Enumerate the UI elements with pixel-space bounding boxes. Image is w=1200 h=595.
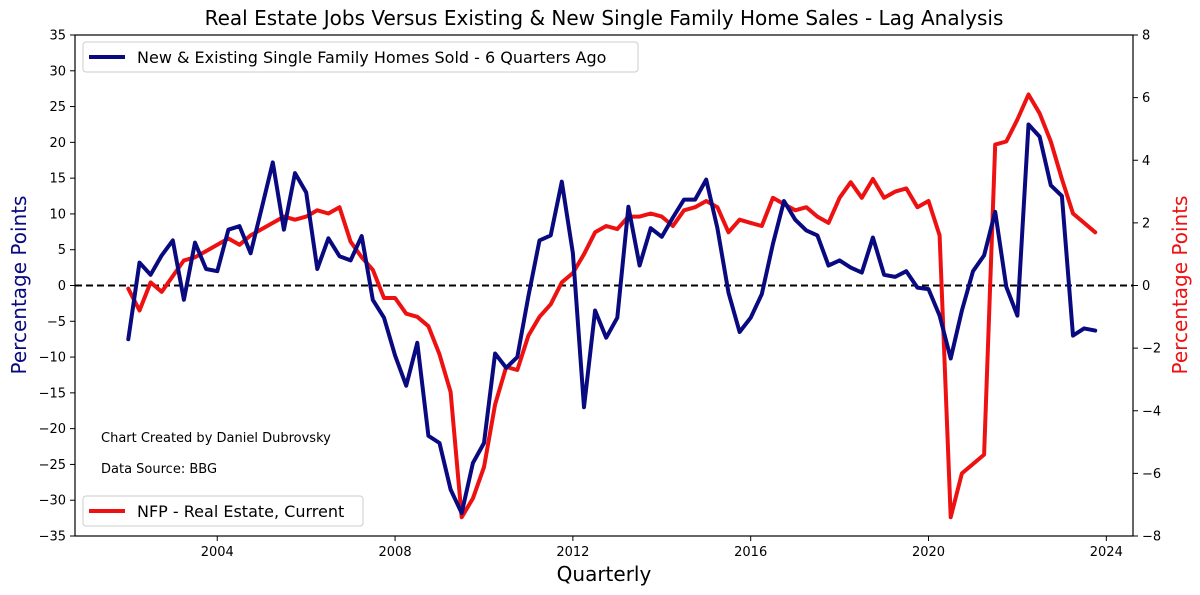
y-left-tick-label: −10 [39, 351, 66, 366]
y-left-tick-label: 20 [49, 136, 66, 151]
y-left-tick-label: 35 [49, 29, 66, 44]
series-line-nfp-real-estate [126, 92, 1098, 520]
annotation-credit: Chart Created by Daniel Dubrovsky [101, 431, 331, 446]
y-right-tick-label: −2 [1142, 342, 1161, 357]
y-left-tick-label: −30 [39, 494, 66, 509]
y-left-tick-label: 15 [49, 172, 66, 187]
x-tick-label: 2008 [379, 545, 412, 560]
y-right-tick-label: 4 [1142, 154, 1150, 169]
legend-top: New & Existing Single Family Homes Sold … [82, 41, 639, 73]
legend-top-label: New & Existing Single Family Homes Sold … [137, 48, 606, 67]
legend-bottom-label: NFP - Real Estate, Current [137, 502, 344, 521]
y-left-tick-label: −25 [39, 458, 66, 473]
y-axis-left: −35 −30 −25 −20 −15 −10 −5 0 5 10 15 20 25 30 35 [39, 29, 75, 545]
legend-top-box [82, 41, 639, 73]
y-left-tick-label: 25 [49, 100, 66, 115]
y-left-tick-label: −20 [39, 422, 66, 437]
series-layer [126, 92, 1098, 520]
y-left-tick-label: −35 [39, 530, 66, 545]
chart-title: Real Estate Jobs Versus Existing & New S… [205, 6, 1004, 30]
y-axis-right-title: Percentage Points [1168, 196, 1192, 375]
series-line-home-sales [126, 122, 1098, 516]
legend-bottom: NFP - Real Estate, Current [82, 495, 364, 527]
y-left-tick-label: 10 [49, 207, 66, 222]
x-axis-title: Quarterly [557, 562, 652, 586]
y-axis-left-title: Percentage Points [7, 196, 31, 375]
x-tick-label: 2004 [201, 545, 234, 560]
y-right-tick-label: −6 [1142, 467, 1161, 482]
annotation-source: Data Source: BBG [101, 462, 217, 477]
y-left-tick-label: −5 [47, 315, 66, 330]
y-left-tick-label: 0 [58, 279, 66, 294]
y-left-tick-label: −15 [39, 386, 66, 401]
y-axis-right: −8 −6 −4 −2 0 2 4 6 8 [1133, 29, 1161, 545]
x-tick-label: 2020 [912, 545, 945, 560]
y-right-tick-label: 0 [1142, 279, 1150, 294]
y-right-tick-label: 6 [1142, 91, 1150, 106]
y-left-tick-label: 5 [58, 243, 66, 258]
y-right-tick-label: 2 [1142, 216, 1150, 231]
y-right-tick-label: −4 [1142, 404, 1161, 419]
x-tick-label: 2024 [1090, 545, 1123, 560]
y-right-tick-label: −8 [1142, 530, 1161, 545]
x-tick-label: 2016 [734, 545, 767, 560]
y-right-tick-label: 8 [1142, 29, 1150, 44]
x-axis: 2004 2008 2012 2016 2020 2024 [201, 536, 1123, 560]
y-left-tick-label: 30 [49, 64, 66, 79]
legend-bottom-box [82, 495, 364, 527]
x-tick-label: 2012 [556, 545, 589, 560]
